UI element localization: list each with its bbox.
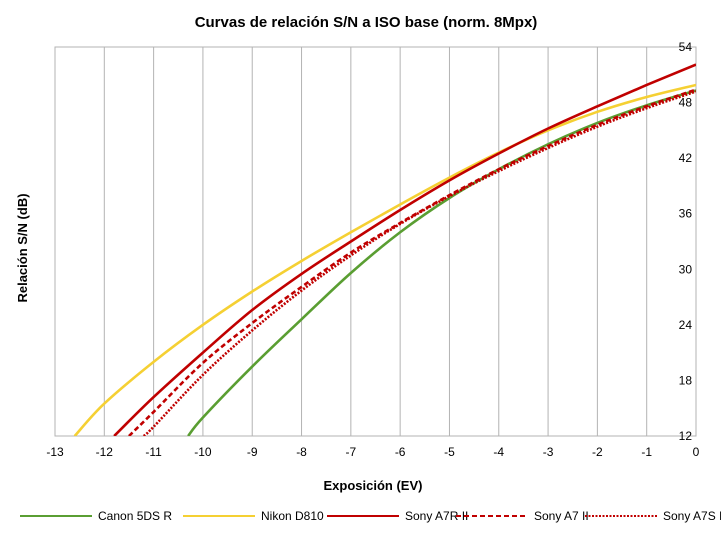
y-tick-label: 42 [679, 151, 693, 165]
x-tick-label: -12 [96, 445, 114, 459]
series-line-sony-a7-ii [128, 88, 696, 436]
x-tick-label: -6 [395, 445, 406, 459]
x-tick-label: 0 [693, 445, 700, 459]
x-tick-label: -9 [247, 445, 258, 459]
x-tick-label: -1 [641, 445, 652, 459]
legend-label-nikon-d810: Nikon D810 [261, 509, 324, 523]
plot-border [54, 46, 697, 437]
series-line-sony-a7s-ii [142, 90, 696, 436]
y-axis-label: Relación S/N (dB) [15, 193, 30, 302]
y-tick-labels: 12 18 24 30 36 42 48 54 [679, 40, 693, 443]
x-tick-label: -11 [145, 445, 162, 459]
x-tick-label: -3 [543, 445, 554, 459]
chart-title: Curvas de relación S/N a ISO base (norm.… [195, 14, 538, 31]
legend-label-sony-a7s-ii: Sony A7S II [663, 509, 721, 523]
legend-label-canon-5ds-r: Canon 5DS R [98, 509, 172, 523]
x-tick-labels: -13 -12 -11 -10 -9 -8 -7 -6 -5 -4 -3 -2 -1 0 [46, 445, 699, 459]
legend-label-sony-a7-ii: Sony A7 II [534, 509, 589, 523]
y-tick-label: 54 [679, 40, 693, 54]
legend-label-sony-a7r-ii: Sony A7R II [405, 509, 468, 523]
x-tick-label: -13 [46, 445, 64, 459]
series-line-canon-5ds-r [187, 89, 696, 436]
x-tick-label: -4 [493, 445, 504, 459]
y-tick-label: 12 [679, 429, 693, 443]
x-tick-label: -2 [592, 445, 603, 459]
series-line-sony-a7r-ii [113, 63, 696, 436]
x-axis-label: Exposición (EV) [324, 478, 423, 493]
series-line-nikon-d810 [73, 83, 696, 436]
plot-area [73, 63, 696, 436]
y-tick-label: 36 [679, 207, 693, 221]
y-tick-label: 18 [679, 373, 693, 387]
x-tick-label: -7 [346, 445, 357, 459]
x-tick-label: -8 [296, 445, 307, 459]
x-tick-label: -5 [444, 445, 455, 459]
legend: Canon 5DS R Nikon D810 Sony A7R II Sony A7 … [20, 509, 721, 523]
x-tick-label: -10 [194, 445, 212, 459]
y-tick-label: 48 [679, 96, 693, 110]
y-tick-label: 24 [679, 318, 693, 332]
y-tick-label: 30 [679, 262, 693, 276]
